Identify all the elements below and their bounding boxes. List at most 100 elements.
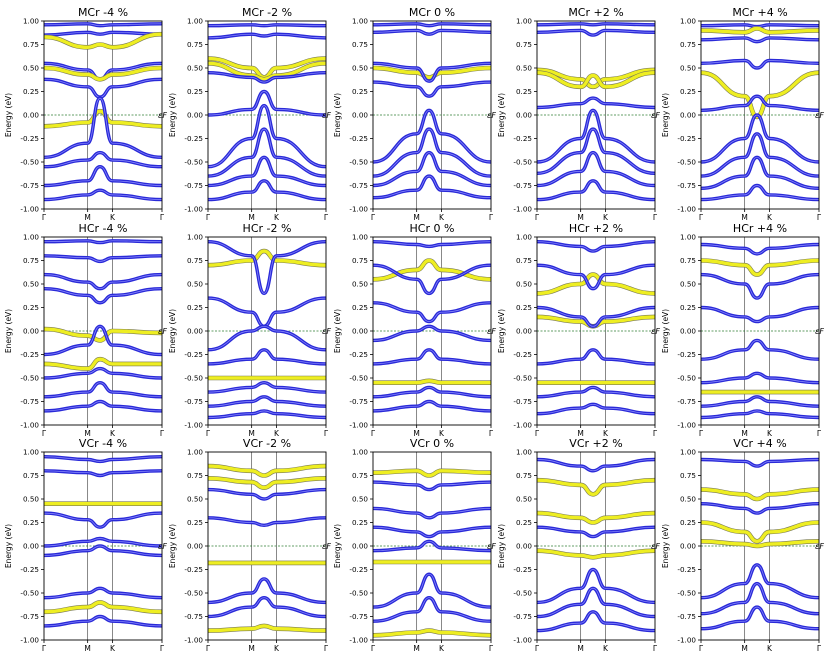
y-tick-label: 0.00	[187, 111, 203, 120]
x-tick-label: K	[110, 213, 116, 222]
y-tick-label: -0.75	[513, 181, 532, 190]
x-tick-label: K	[767, 213, 773, 222]
band-curve-projected	[537, 549, 655, 560]
panel-frame	[700, 20, 820, 210]
y-tick-label: -0.75	[349, 397, 368, 406]
band-curve-projected	[701, 258, 819, 277]
y-axis-label: Energy (eV)	[4, 309, 13, 353]
band-curve-projected	[373, 66, 491, 80]
band-highlight	[373, 23, 491, 27]
band-highlight	[537, 526, 655, 537]
x-tick-label: M	[741, 429, 747, 438]
band-highlight	[537, 587, 655, 617]
x-tick-label: M	[248, 429, 254, 438]
y-tick-label: 0.75	[187, 256, 203, 265]
band-curve-projected	[44, 327, 162, 343]
band-highlight	[44, 274, 162, 290]
band-highlight	[701, 95, 819, 111]
fermi-label: εF	[158, 542, 167, 551]
fermi-label: εF	[322, 111, 331, 120]
band-highlight	[373, 128, 491, 177]
fermi-label: εF	[487, 327, 496, 336]
y-axis-label: Energy (eV)	[661, 309, 670, 353]
band-curve-projected	[537, 478, 655, 497]
y-tick-label: 0.00	[680, 111, 696, 120]
band-highlight	[701, 564, 819, 599]
band-highlight	[44, 368, 162, 379]
band-highlight	[44, 587, 162, 599]
panel-title: VCr +2 %	[569, 437, 622, 450]
y-tick-label: 0.50	[23, 495, 39, 504]
band-highlight	[373, 597, 491, 622]
band-highlight	[701, 133, 819, 177]
band-highlight	[537, 109, 655, 163]
y-tick-label: 0.50	[680, 495, 696, 504]
x-tick-label: M	[84, 429, 90, 438]
x-tick-label: Γ	[653, 644, 658, 653]
y-tick-label: 1.00	[23, 233, 39, 242]
y-tick-label: 0.25	[352, 303, 368, 312]
y-tick-label: -0.50	[349, 158, 368, 167]
panel-frame	[207, 20, 327, 210]
x-tick-label: Γ	[160, 429, 165, 438]
y-tick-label: -0.50	[513, 589, 532, 598]
panel-title: HCr 0 %	[410, 222, 455, 235]
panel-frame	[536, 451, 656, 641]
y-tick-label: 0.00	[187, 327, 203, 336]
y-tick-label: 0.75	[187, 40, 203, 49]
plot-area	[208, 452, 326, 640]
band-highlight	[701, 114, 819, 163]
band-curve	[701, 183, 819, 202]
band-highlight	[373, 62, 491, 82]
y-tick-label: -0.25	[677, 134, 696, 143]
panel-frame	[536, 20, 656, 210]
band-highlight	[44, 288, 162, 304]
y-tick-label: 0.50	[187, 495, 203, 504]
band-highlight	[701, 459, 819, 467]
plot-area	[373, 21, 491, 209]
band-curve-projected	[701, 487, 819, 501]
band-curve	[701, 457, 819, 468]
y-tick-label: -0.50	[184, 158, 203, 167]
y-tick-label: 0.25	[352, 518, 368, 527]
fermi-label: εF	[158, 111, 167, 120]
fermi-label: εF	[815, 327, 824, 336]
band-highlight	[537, 403, 655, 415]
x-tick-label: Γ	[699, 644, 704, 653]
band-highlight	[44, 31, 162, 36]
y-axis-label: Energy (eV)	[168, 309, 177, 353]
y-tick-label: -0.50	[677, 158, 696, 167]
y-axis-label: Energy (eV)	[661, 524, 670, 568]
y-axis-label: Energy (eV)	[4, 524, 13, 568]
y-tick-label: 0.25	[23, 518, 39, 527]
band-curve-projected	[208, 61, 326, 82]
panel-frame	[43, 236, 163, 426]
y-tick-label: 0.75	[516, 256, 532, 265]
band-highlight	[208, 382, 326, 393]
x-tick-label: K	[603, 429, 609, 438]
band-curve-projected	[373, 628, 491, 637]
y-tick-label: -1.00	[20, 636, 39, 645]
band-highlight	[44, 97, 162, 158]
y-tick-label: 0.00	[187, 542, 203, 551]
y-axis-label: Energy (eV)	[168, 93, 177, 137]
panel-frame	[700, 451, 820, 641]
band-curve-projected	[208, 624, 326, 633]
panel-title: HCr +4 %	[733, 222, 787, 235]
band-highlight	[373, 175, 491, 199]
y-tick-label: -0.25	[184, 134, 203, 143]
band-highlight	[701, 307, 819, 322]
x-tick-label: Γ	[817, 213, 822, 222]
y-tick-label: 0.25	[23, 303, 39, 312]
band-curve	[373, 348, 491, 366]
band-highlight	[701, 606, 819, 630]
y-tick-label: -0.75	[184, 397, 203, 406]
panel-frame	[43, 20, 163, 210]
band-panel: MCr 0 % Energy (eV) 1.00 0.75 0.50 0.25 0.00 -0…	[333, 6, 496, 222]
band-panel: HCr -4 % Energy (eV) 1.00 0.75 0.50 0.25 0.00 -…	[4, 222, 167, 438]
y-tick-label: -0.25	[349, 565, 368, 574]
y-tick-label: 1.00	[680, 17, 696, 26]
band-highlight	[208, 241, 326, 294]
plot-area	[373, 452, 491, 640]
